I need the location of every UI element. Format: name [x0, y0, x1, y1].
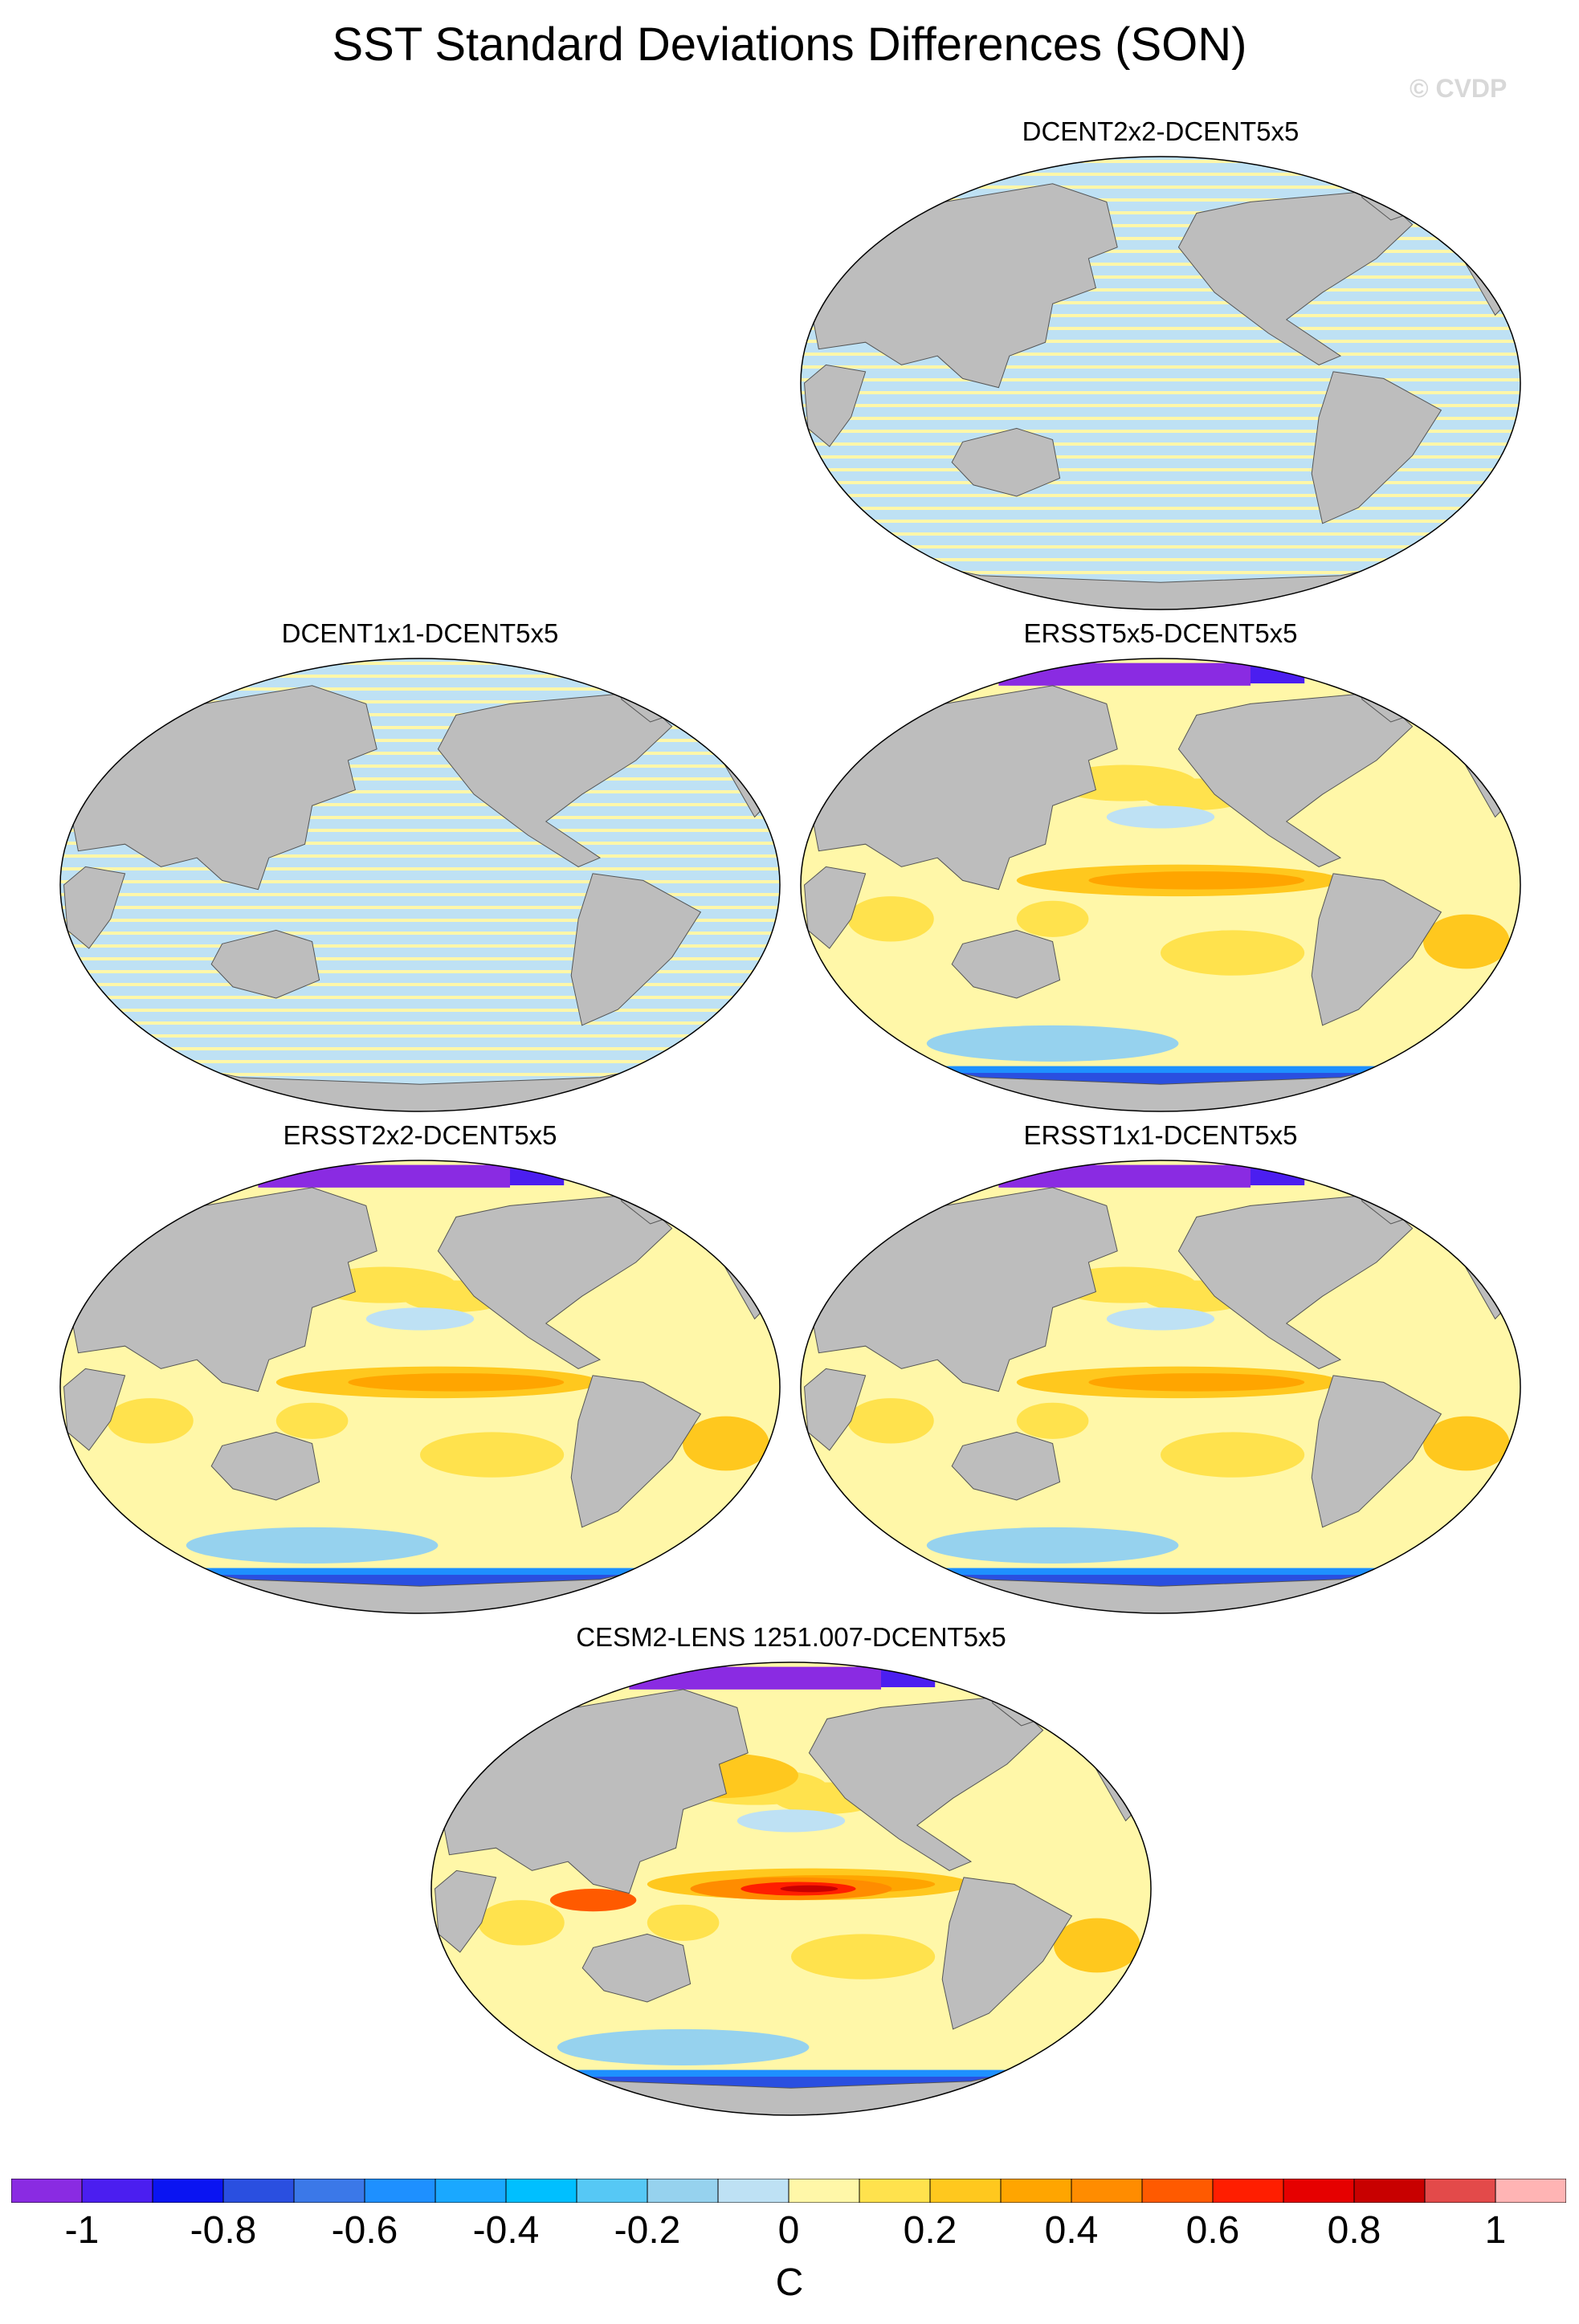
- northAmerica-landmass: [437, 1193, 673, 1369]
- australia-landmass: [951, 427, 1061, 497]
- map-border: [800, 156, 1521, 610]
- colorbar-swatch: [293, 2179, 365, 2203]
- map-panel-1: DCENT2x2-DCENT5x5: [791, 116, 1530, 622]
- colorbar-tick-label: 0.4: [1044, 2209, 1099, 2252]
- map-border: [800, 1160, 1521, 1614]
- panel-title: ERSST1x1-DCENT5x5: [1023, 1120, 1298, 1150]
- map-panel-6: CESM2-LENS 1251.007-DCENT5x5: [422, 1622, 1161, 2128]
- colorbar-tick-label: 0: [777, 2209, 800, 2252]
- robinson-map: [800, 658, 1521, 1112]
- northAmerica-landmass: [1177, 691, 1414, 867]
- colorbar-swatch: [152, 2179, 224, 2203]
- australia-landmass: [210, 1431, 320, 1501]
- map-panel-3: ERSST5x5-DCENT5x5: [791, 618, 1530, 1124]
- map-border: [800, 658, 1521, 1112]
- map-panel-4: ERSST2x2-DCENT5x5: [51, 1120, 790, 1626]
- colorbar-swatch: [1212, 2179, 1284, 2203]
- colorbar-swatch: [1071, 2179, 1143, 2203]
- colorbar-swatch: [11, 2179, 83, 2203]
- southAmerica-landmass: [570, 873, 702, 1026]
- colorbar-tick-label: 0.8: [1327, 2209, 1381, 2252]
- colorbar-tick-label: 0.2: [903, 2209, 957, 2252]
- colorbar-swatch: [222, 2179, 295, 2203]
- cvdp-watermark: © CVDP: [1410, 74, 1508, 103]
- colorbar-tick-label: 1: [1484, 2209, 1507, 2252]
- robinson-map: [430, 1661, 1152, 2116]
- colorbar-swatch: [647, 2179, 719, 2203]
- colorbar-swatch: [788, 2179, 860, 2203]
- colorbar-swatch: [364, 2179, 436, 2203]
- southAmerica-landmass: [1311, 873, 1442, 1026]
- colorbar-swatch: [435, 2179, 507, 2203]
- colorbar-swatch: [1495, 2179, 1566, 2203]
- colorbar-swatch: [717, 2179, 790, 2203]
- northAmerica-landmass: [1177, 190, 1414, 365]
- northAmerica-landmass: [808, 1695, 1044, 1871]
- colorbar-tick-label: -0.8: [190, 2209, 257, 2252]
- australia-landmass: [581, 1933, 692, 2003]
- colorbar-swatch: [1141, 2179, 1214, 2203]
- map-panel-2: DCENT1x1-DCENT5x5: [51, 618, 790, 1124]
- figure-title: SST Standard Deviations Differences (SON…: [332, 18, 1247, 71]
- colorbar-units: C: [775, 2261, 804, 2304]
- colorbar-swatch: [1000, 2179, 1072, 2203]
- panel-title: DCENT1x1-DCENT5x5: [281, 618, 559, 648]
- southAmerica-landmass: [941, 1877, 1073, 2030]
- panel-title: ERSST2x2-DCENT5x5: [283, 1120, 557, 1150]
- southAmerica-landmass: [1311, 371, 1442, 524]
- northAmerica-landmass: [1177, 1193, 1414, 1369]
- map-panel-5: ERSST1x1-DCENT5x5: [791, 1120, 1530, 1626]
- colorbar: [11, 2179, 1566, 2203]
- australia-landmass: [210, 929, 320, 999]
- colorbar-swatch: [1424, 2179, 1496, 2203]
- colorbar-swatch: [1283, 2179, 1355, 2203]
- panel-title: ERSST5x5-DCENT5x5: [1023, 618, 1298, 648]
- australia-landmass: [951, 1431, 1061, 1501]
- robinson-map: [59, 658, 781, 1112]
- colorbar-swatch: [1353, 2179, 1426, 2203]
- robinson-map: [800, 156, 1521, 610]
- robinson-map: [800, 1160, 1521, 1614]
- colorbar-tick-label: -0.4: [472, 2209, 540, 2252]
- map-border: [59, 658, 781, 1112]
- southAmerica-landmass: [1311, 1375, 1442, 1528]
- australia-landmass: [951, 929, 1061, 999]
- panel-title: CESM2-LENS 1251.007-DCENT5x5: [576, 1622, 1006, 1652]
- colorbar-tick-label: -1: [64, 2209, 100, 2252]
- map-border: [430, 1661, 1152, 2116]
- colorbar-tick-label: -0.2: [614, 2209, 681, 2252]
- northAmerica-landmass: [437, 691, 673, 867]
- colorbar-swatch: [81, 2179, 153, 2203]
- colorbar-tick-label: 0.6: [1185, 2209, 1240, 2252]
- colorbar-tick-label: -0.6: [331, 2209, 398, 2252]
- map-border: [59, 1160, 781, 1614]
- colorbar-swatch: [576, 2179, 648, 2203]
- southAmerica-landmass: [570, 1375, 702, 1528]
- colorbar-swatch: [505, 2179, 577, 2203]
- colorbar-swatch: [859, 2179, 931, 2203]
- colorbar-swatch: [929, 2179, 1002, 2203]
- robinson-map: [59, 1160, 781, 1614]
- panel-title: DCENT2x2-DCENT5x5: [1022, 116, 1300, 146]
